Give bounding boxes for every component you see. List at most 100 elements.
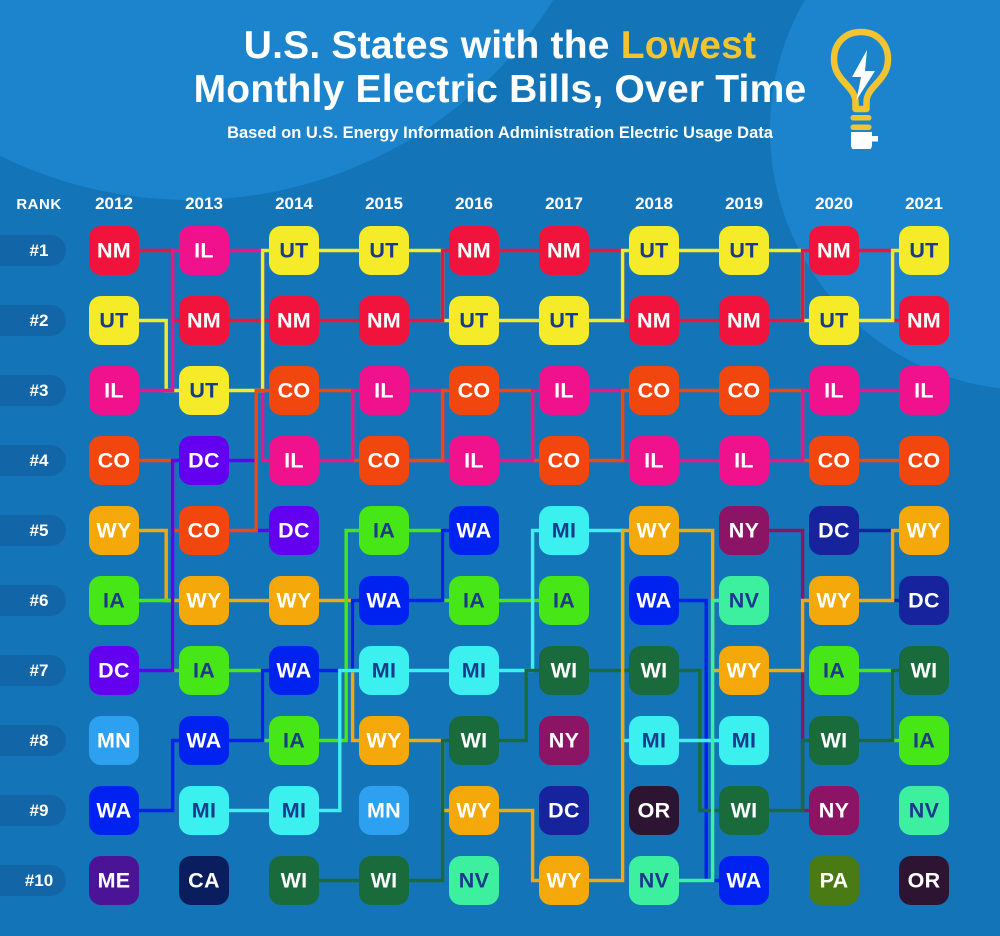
svg-text:2013: 2013 (185, 194, 223, 213)
svg-text:DC: DC (278, 519, 310, 543)
svg-text:#8: #8 (30, 731, 49, 750)
svg-text:#1: #1 (30, 241, 49, 260)
svg-text:IA: IA (823, 659, 845, 683)
svg-text:WI: WI (731, 799, 758, 823)
svg-text:WA: WA (276, 659, 311, 683)
svg-text:2021: 2021 (905, 194, 943, 213)
svg-text:NM: NM (187, 309, 221, 333)
svg-text:CO: CO (728, 379, 761, 403)
svg-text:OR: OR (908, 869, 941, 893)
svg-text:DC: DC (98, 659, 130, 683)
svg-text:NY: NY (729, 519, 759, 543)
svg-text:MI: MI (372, 659, 396, 683)
svg-text:UT: UT (459, 309, 488, 333)
svg-text:NV: NV (459, 869, 490, 893)
svg-text:#4: #4 (30, 451, 49, 470)
svg-text:NM: NM (907, 309, 941, 333)
svg-text:IA: IA (553, 589, 575, 613)
svg-text:NM: NM (817, 239, 851, 263)
svg-text:MI: MI (192, 799, 216, 823)
svg-text:RANK: RANK (16, 196, 61, 213)
svg-text:NM: NM (277, 309, 311, 333)
svg-text:CA: CA (188, 869, 220, 893)
svg-text:MI: MI (732, 729, 756, 753)
svg-text:WI: WI (551, 659, 578, 683)
svg-text:WY: WY (96, 519, 131, 543)
svg-text:CO: CO (278, 379, 311, 403)
svg-text:WY: WY (186, 589, 221, 613)
svg-text:2012: 2012 (95, 194, 133, 213)
svg-text:MN: MN (367, 799, 401, 823)
svg-text:WI: WI (821, 729, 848, 753)
svg-text:WA: WA (366, 589, 401, 613)
svg-text:ME: ME (98, 869, 131, 893)
svg-text:MI: MI (642, 729, 666, 753)
svg-text:MN: MN (97, 729, 131, 753)
svg-text:CO: CO (908, 449, 941, 473)
svg-text:UT: UT (819, 309, 848, 333)
svg-text:NV: NV (909, 799, 940, 823)
svg-text:IL: IL (464, 449, 484, 473)
svg-text:IL: IL (914, 379, 934, 403)
svg-text:IL: IL (284, 449, 304, 473)
svg-text:OR: OR (638, 799, 671, 823)
svg-text:MI: MI (282, 799, 306, 823)
svg-text:NM: NM (547, 239, 581, 263)
svg-text:CO: CO (818, 449, 851, 473)
svg-text:IA: IA (373, 519, 395, 543)
svg-text:CO: CO (548, 449, 581, 473)
svg-text:IL: IL (554, 379, 574, 403)
svg-text:IL: IL (824, 379, 844, 403)
svg-text:UT: UT (729, 239, 758, 263)
svg-text:CO: CO (638, 379, 671, 403)
svg-text:NV: NV (729, 589, 760, 613)
svg-text:WY: WY (636, 519, 671, 543)
svg-text:2014: 2014 (275, 194, 313, 213)
svg-text:UT: UT (369, 239, 398, 263)
svg-text:NM: NM (727, 309, 761, 333)
svg-text:#2: #2 (30, 311, 49, 330)
svg-text:WY: WY (546, 869, 581, 893)
svg-text:IA: IA (463, 589, 485, 613)
svg-text:UT: UT (549, 309, 578, 333)
svg-text:WA: WA (636, 589, 671, 613)
svg-text:#10: #10 (25, 871, 53, 890)
svg-text:#6: #6 (30, 591, 49, 610)
svg-text:IL: IL (734, 449, 754, 473)
svg-text:WA: WA (456, 519, 491, 543)
svg-text:NV: NV (639, 869, 670, 893)
svg-text:WI: WI (911, 659, 938, 683)
svg-text:2020: 2020 (815, 194, 853, 213)
svg-text:NY: NY (819, 799, 849, 823)
svg-text:UT: UT (639, 239, 668, 263)
svg-text:WY: WY (456, 799, 491, 823)
svg-text:NM: NM (367, 309, 401, 333)
svg-text:IA: IA (193, 659, 215, 683)
svg-text:IL: IL (104, 379, 124, 403)
svg-text:PA: PA (820, 869, 849, 893)
svg-text:WA: WA (96, 799, 131, 823)
svg-text:UT: UT (189, 379, 218, 403)
svg-text:2016: 2016 (455, 194, 493, 213)
svg-text:IA: IA (913, 729, 935, 753)
svg-text:CO: CO (98, 449, 131, 473)
svg-text:MI: MI (462, 659, 486, 683)
svg-text:WY: WY (726, 659, 761, 683)
svg-text:IL: IL (194, 239, 214, 263)
svg-text:UT: UT (279, 239, 308, 263)
svg-text:NM: NM (637, 309, 671, 333)
svg-text:CO: CO (458, 379, 491, 403)
svg-text:NM: NM (457, 239, 491, 263)
svg-text:#3: #3 (30, 381, 49, 400)
svg-text:WI: WI (641, 659, 668, 683)
svg-text:2019: 2019 (725, 194, 763, 213)
svg-text:WY: WY (906, 519, 941, 543)
svg-text:IA: IA (103, 589, 125, 613)
svg-text:IL: IL (374, 379, 394, 403)
svg-text:WA: WA (726, 869, 761, 893)
svg-text:DC: DC (908, 589, 940, 613)
svg-text:#9: #9 (30, 801, 49, 820)
svg-text:IA: IA (283, 729, 305, 753)
svg-text:WY: WY (276, 589, 311, 613)
svg-text:#7: #7 (30, 661, 49, 680)
